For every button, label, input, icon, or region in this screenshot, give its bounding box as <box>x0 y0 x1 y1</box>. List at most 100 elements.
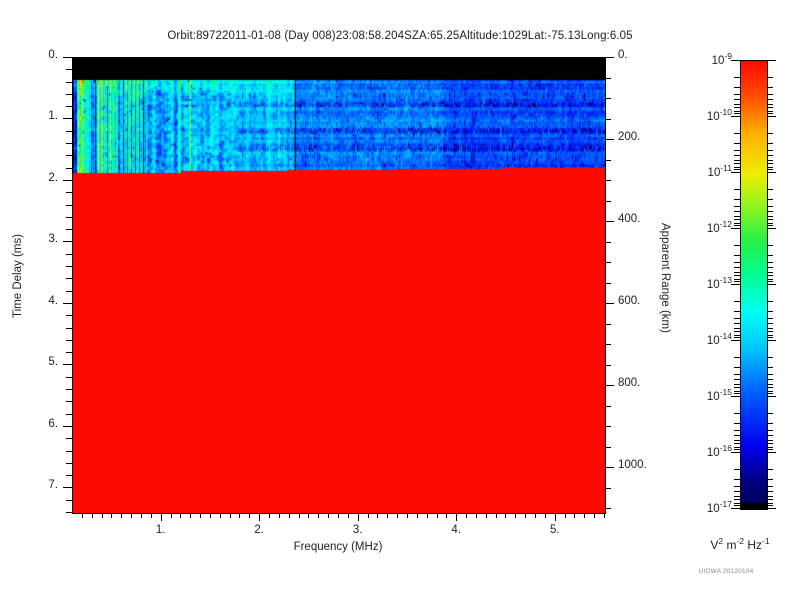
colorbar-label-exponent-6: -15 <box>719 387 732 397</box>
colorbar-tick-minor-left-4-9 <box>734 337 740 339</box>
colorbar-label-mantissa-0: 10 <box>711 54 725 67</box>
colorbar-tick-minor-right-7-7 <box>767 499 773 501</box>
colorbar-tick-minor-right-5-8 <box>767 390 773 392</box>
colorbar-tick-minor-right-0-5 <box>767 99 773 101</box>
y-left-tick-4.8 <box>66 352 72 354</box>
x-tick-2.2 <box>278 513 280 518</box>
altitude-label: Altitude: <box>459 30 502 42</box>
x-tick-1.9 <box>249 513 251 518</box>
colorbar-tick-minor-left-6-5 <box>734 435 740 437</box>
colorbar-tick-minor-left-5-2 <box>734 356 740 358</box>
colorbar-tick-minor-left-2-4 <box>734 205 740 207</box>
y-left-tick-6 <box>63 425 72 427</box>
colorbar-tick-minor-left-4-7 <box>734 331 740 333</box>
colorbar-tick-minor-left-5-8 <box>734 390 740 392</box>
colorbar-tick-minor-right-2-8 <box>767 222 773 224</box>
colorbar-tick-major-left-7 <box>731 452 740 453</box>
colorbar-tick-label-4: 10-13 <box>662 275 732 291</box>
y-right-tick-850 <box>605 405 611 407</box>
colorbar-tick-major-left-8 <box>731 508 740 509</box>
units-v: V <box>710 538 719 552</box>
x-tick-4.9 <box>544 513 546 518</box>
colorbar-label-mantissa-4: 10 <box>706 278 720 291</box>
colorbar-tick-minor-left-0-4 <box>734 93 740 95</box>
y-left-tick-5.2 <box>66 376 72 378</box>
x-tick-2.5 <box>308 513 310 518</box>
y-left-tick-label-0.: 0. <box>48 49 58 61</box>
x-tick-4.4 <box>495 513 497 518</box>
colorbar-tick-minor-right-2-5 <box>767 211 773 213</box>
colorbar-tick-major-left-0 <box>731 60 740 61</box>
colorbar-tick-label-1: 10-10 <box>662 107 732 123</box>
y-left-tick-6.6 <box>66 462 72 464</box>
colorbar-tick-minor-left-4-3 <box>734 310 740 312</box>
x-tick-3.4 <box>397 513 399 518</box>
y-left-tick-4.6 <box>66 339 72 341</box>
colorbar-tick-minor-right-5-6 <box>767 383 773 385</box>
x-tick-2 <box>259 513 261 521</box>
colorbar-tick-minor-right-7-3 <box>767 478 773 480</box>
colorbar-tick-minor-left-1-4 <box>734 149 740 151</box>
colorbar-tick-minor-right-6-5 <box>767 435 773 437</box>
colorbar-tick-minor-right-6-4 <box>767 429 773 431</box>
colorbar-tick-minor-left-7-2 <box>734 468 740 470</box>
y-right-tick-50 <box>605 77 611 79</box>
colorbar-tick-minor-right-7-8 <box>767 502 773 504</box>
colorbar-tick-minor-right-1-8 <box>767 166 773 168</box>
colorbar-tick-minor-left-5-7 <box>734 387 740 389</box>
x-tick-3.2 <box>377 513 379 518</box>
colorbar-tick-minor-left-1-2 <box>734 132 740 134</box>
y-left-tick-4.2 <box>66 315 72 317</box>
colorbar-tick-minor-left-7-6 <box>734 495 740 497</box>
colorbar-tick-minor-right-2-4 <box>767 205 773 207</box>
y-right-tick-1000 <box>605 467 614 469</box>
long-label: Long: <box>580 30 610 42</box>
colorbar-tick-minor-left-6-9 <box>734 449 740 451</box>
colorbar-tick-minor-left-3-7 <box>734 275 740 277</box>
colorbar-tick-minor-right-0-8 <box>767 110 773 112</box>
x-tick-2.9 <box>347 513 349 518</box>
colorbar-tick-minor-right-5-4 <box>767 373 773 375</box>
colorbar-tick-minor-right-4-8 <box>767 334 773 336</box>
colorbar-tick-minor-left-4-6 <box>734 327 740 329</box>
colorbar-tick-minor-left-4-2 <box>734 300 740 302</box>
colorbar-tick-minor-right-3-4 <box>767 261 773 263</box>
x-tick-4.6 <box>515 513 517 518</box>
y-right-tick-800 <box>605 385 614 387</box>
colorbar-tick-minor-right-4-5 <box>767 323 773 325</box>
colorbar <box>740 60 768 510</box>
long-value: 6.05 <box>609 30 633 42</box>
y-left-tick-3.4 <box>66 266 72 268</box>
y-right-tick-label-800.: 800. <box>618 377 641 390</box>
colorbar-tick-minor-right-7-2 <box>767 468 773 470</box>
lat-label: Lat: <box>527 30 548 42</box>
colorbar-tick-minor-right-3-8 <box>767 278 773 280</box>
x-tick-1.8 <box>239 513 241 518</box>
colorbar-tick-minor-right-4-7 <box>767 331 773 333</box>
y-left-tick-3 <box>63 241 72 243</box>
colorbar-tick-minor-right-1-5 <box>767 155 773 157</box>
colorbar-tick-major-right-0 <box>767 60 776 61</box>
y-left-tick-1.6 <box>66 155 72 157</box>
colorbar-tick-minor-right-2-3 <box>767 198 773 200</box>
altitude-value: 1029 <box>501 30 528 42</box>
y-right-tick-750 <box>605 364 611 366</box>
x-tick-4.5 <box>505 513 507 518</box>
y-right-tick-1100 <box>605 508 611 510</box>
orbit-label: Orbit: <box>167 30 197 42</box>
colorbar-floor-black <box>741 503 767 509</box>
x-tick-2.7 <box>328 513 330 518</box>
colorbar-tick-label-2: 10-11 <box>662 163 732 179</box>
colorbar-tick-minor-left-0-3 <box>734 86 740 88</box>
x-tick-3.9 <box>446 513 448 518</box>
colorbar-tick-minor-left-2-5 <box>734 211 740 213</box>
colorbar-tick-minor-right-1-9 <box>767 169 773 171</box>
sza-value: 65.25 <box>430 30 460 42</box>
colorbar-tick-minor-right-1-7 <box>767 163 773 165</box>
colorbar-tick-minor-left-1-8 <box>734 166 740 168</box>
colorbar-tick-minor-left-5-5 <box>734 379 740 381</box>
sza-label: SZA: <box>404 30 431 42</box>
y-left-tick-1 <box>63 118 72 120</box>
colorbar-tick-minor-right-0-9 <box>767 113 773 115</box>
header-metadata: Orbit:89722011-01-08 (Day 008)23:08:58.2… <box>0 30 800 42</box>
